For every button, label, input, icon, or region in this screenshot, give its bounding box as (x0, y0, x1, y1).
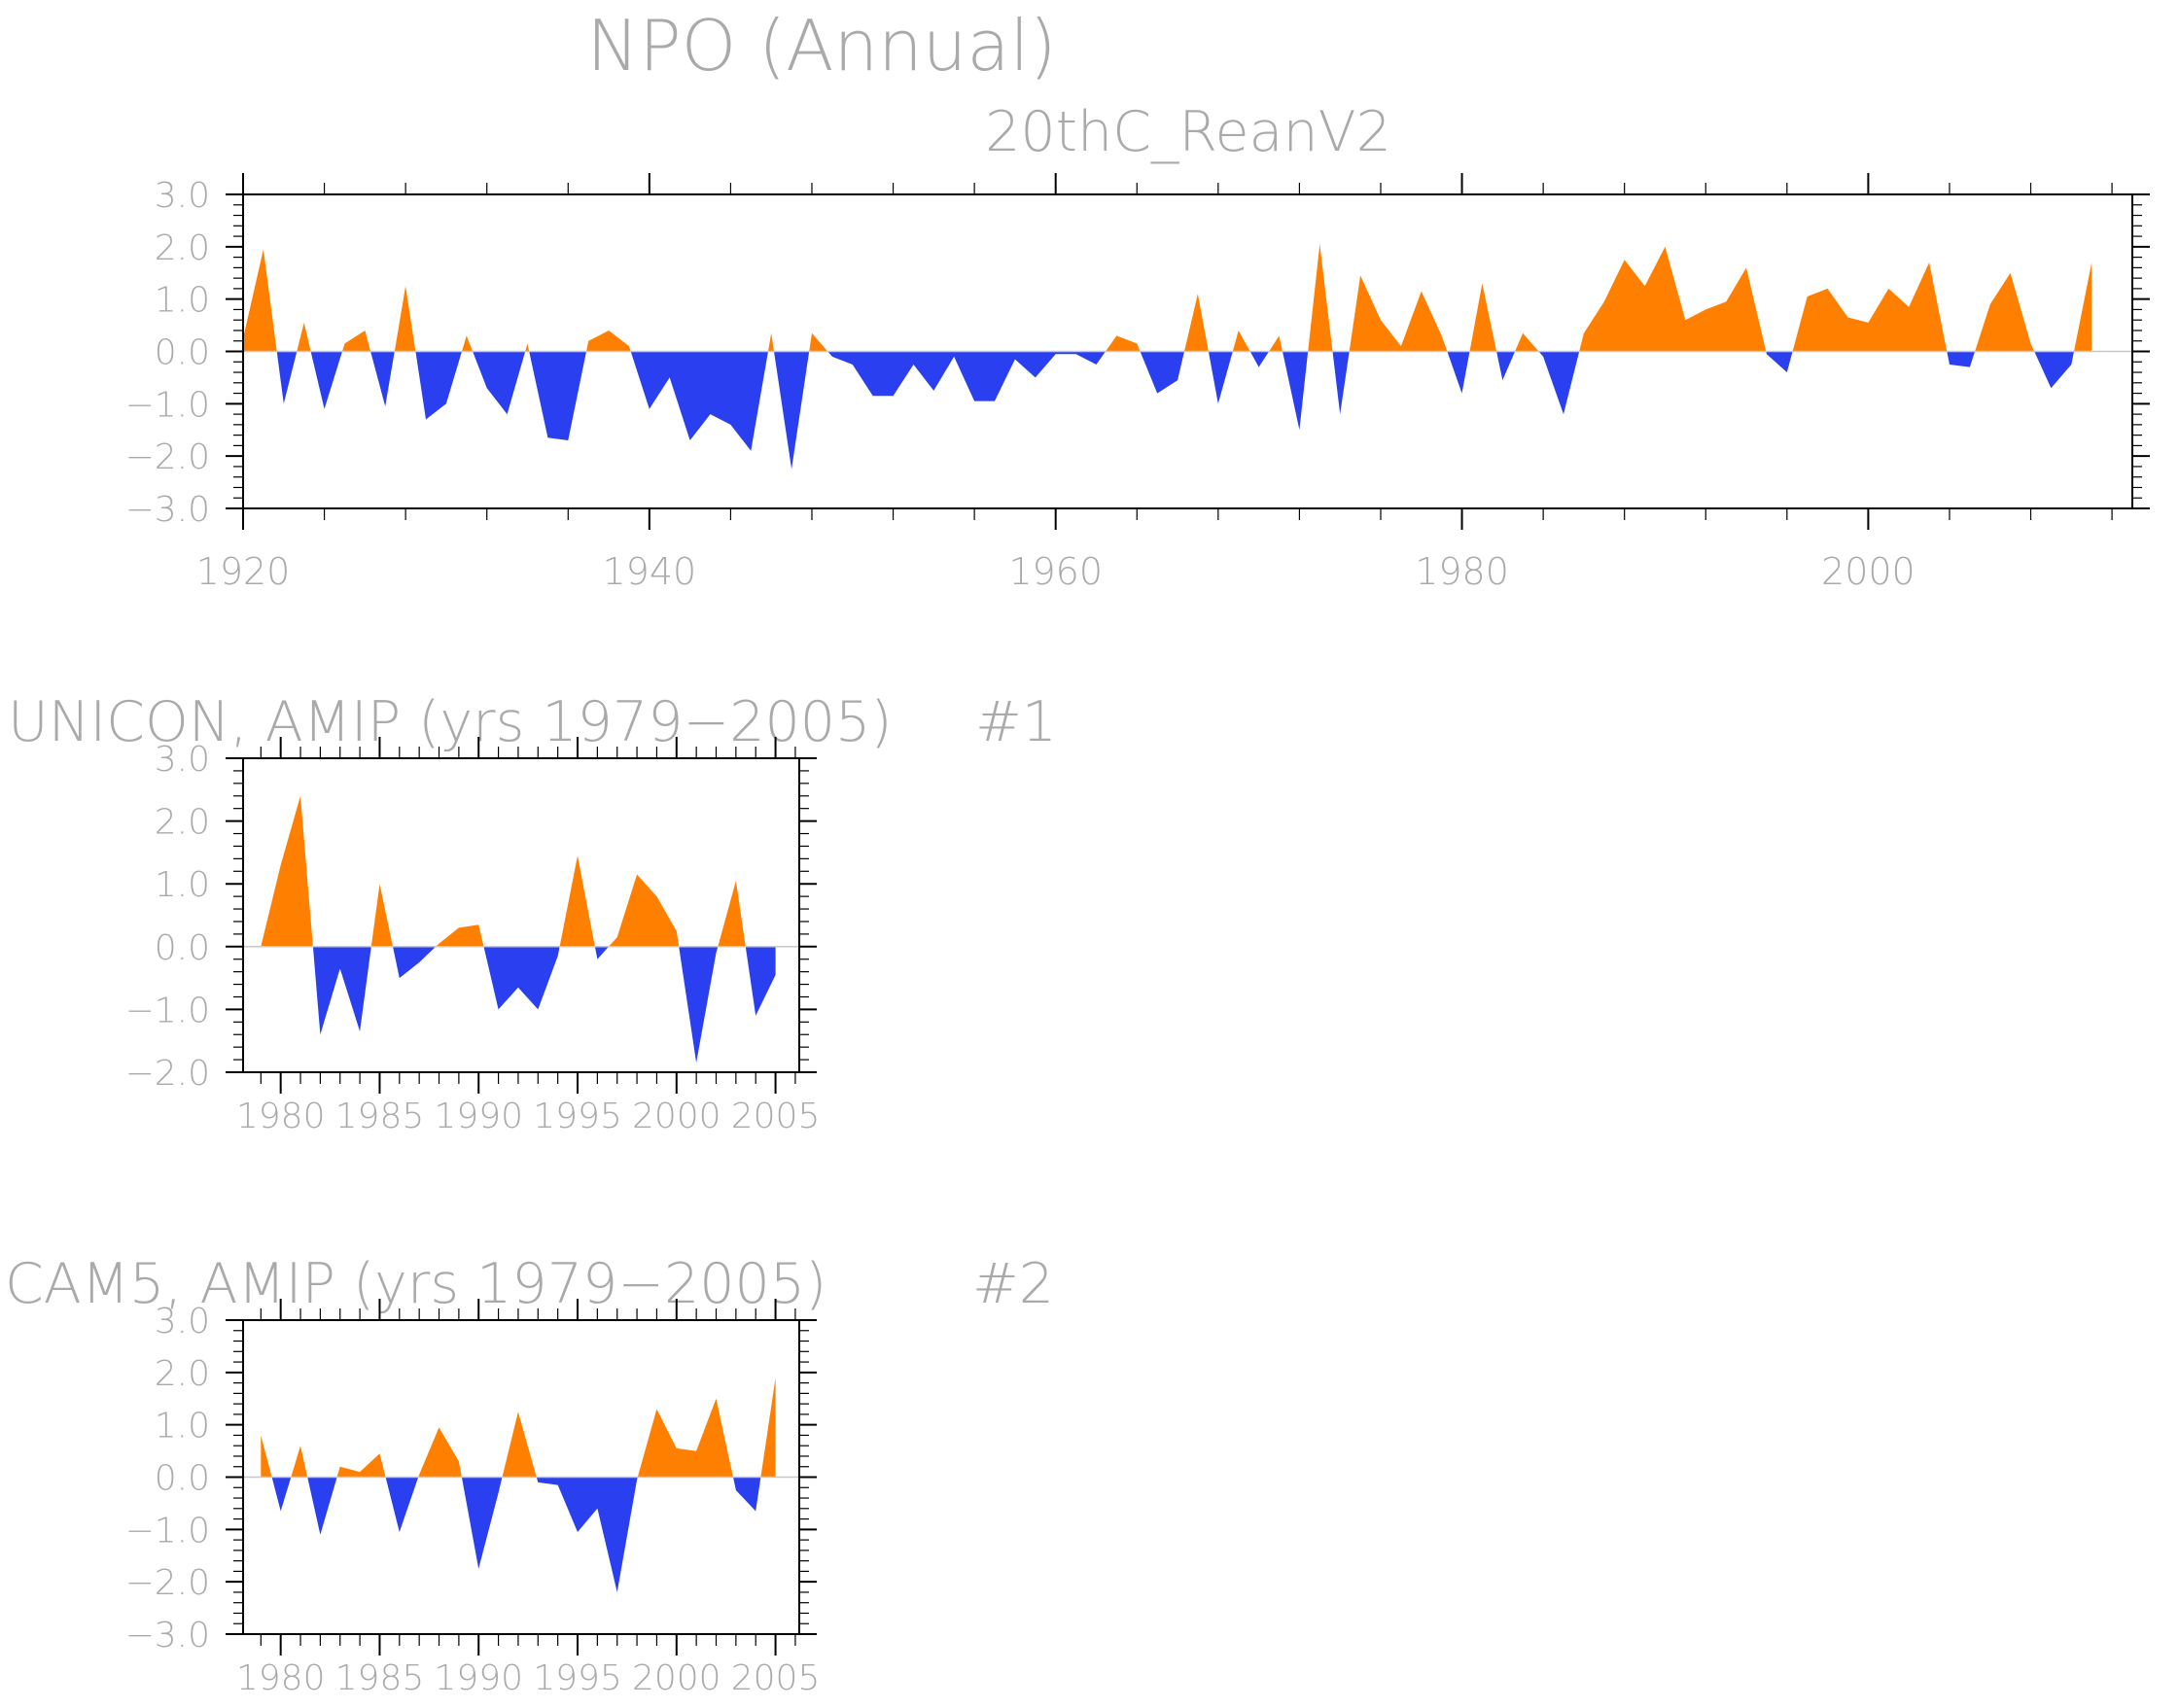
negative-anomaly-area (261, 1477, 776, 1592)
x-tick-label: 2005 (731, 1658, 821, 1698)
y-tick-label: −3.0 (125, 490, 210, 530)
y-tick-label: −2.0 (125, 1563, 210, 1603)
negative-anomaly-area (243, 351, 2092, 470)
panel-3-label: #2 (972, 1252, 1054, 1316)
x-tick-label: 1990 (434, 1097, 523, 1136)
positive-anomaly-area (261, 1377, 776, 1478)
panel-unicon-amip: −2.0 −1.0 0.0 1.0 2.0 3.0 1980 1985 1990 1995 2000… (125, 737, 821, 1136)
y-tick-label: 3.0 (155, 740, 210, 780)
x-tick-label: 1920 (196, 550, 291, 593)
y-tick-label: 0.0 (155, 333, 210, 373)
y-tick-label: 1.0 (155, 281, 210, 321)
x-tick-label: 1995 (533, 1097, 622, 1136)
y-tick-label: −3.0 (125, 1616, 210, 1656)
y-tick-label: −2.0 (125, 437, 210, 477)
x-tick-label: 1960 (1008, 550, 1103, 593)
y-tick-label: −1.0 (125, 1511, 210, 1551)
y-tick-label: 2.0 (155, 803, 210, 843)
figure-title: NPO (Annual) (586, 5, 1056, 87)
x-tick-label: 2005 (731, 1097, 821, 1136)
panel-1-subtitle: 20thC_ReanV2 (985, 100, 1391, 164)
panel-cam5-amip: −3.0 −2.0 −1.0 0.0 1.0 2.0 3.0 1980 1985 1990 1995… (125, 1299, 821, 1698)
panel-3-title: CAM5, AMIP (yrs 1979−2005) (5, 1252, 826, 1316)
x-tick-label: 1980 (1415, 550, 1509, 593)
y-tick-label: −2.0 (125, 1054, 210, 1094)
negative-anomaly-area (261, 946, 776, 1063)
y-tick-label: −1.0 (125, 385, 210, 425)
y-tick-label: 2.0 (155, 1354, 210, 1394)
y-tick-label: 1.0 (155, 1407, 210, 1447)
y-tick-label: −1.0 (125, 991, 210, 1030)
panel-2-label: #1 (975, 690, 1057, 754)
plot-frame (242, 757, 800, 1073)
y-tick-label: 2.0 (155, 228, 210, 268)
y-tick-label: 0.0 (155, 1459, 210, 1499)
y-tick-label: 3.0 (155, 176, 210, 216)
x-tick-label: 1980 (236, 1097, 326, 1136)
x-tick-label: 1985 (335, 1097, 425, 1136)
positive-anomaly-area (261, 795, 776, 947)
y-tick-label: 3.0 (155, 1302, 210, 1342)
y-tick-label: 0.0 (155, 928, 210, 968)
x-tick-label: 1990 (434, 1658, 523, 1698)
x-tick-label: 1940 (602, 550, 696, 593)
x-tick-label: 2000 (1821, 550, 1915, 593)
x-tick-label: 1985 (335, 1658, 425, 1698)
x-tick-label: 1980 (236, 1658, 326, 1698)
x-tick-label: 2000 (632, 1658, 721, 1698)
x-tick-label: 1995 (533, 1658, 622, 1698)
panel-20thc-reanv2: −3.0 −2.0 −1.0 0.0 1.0 2.0 3.0 1920 1940 1960 1980… (125, 173, 2150, 593)
panel-2-title: UNICON, AMIP (yrs 1979−2005) (8, 690, 893, 754)
y-tick-label: 1.0 (155, 865, 210, 905)
x-tick-label: 2000 (632, 1097, 721, 1136)
positive-anomaly-area (243, 244, 2092, 352)
